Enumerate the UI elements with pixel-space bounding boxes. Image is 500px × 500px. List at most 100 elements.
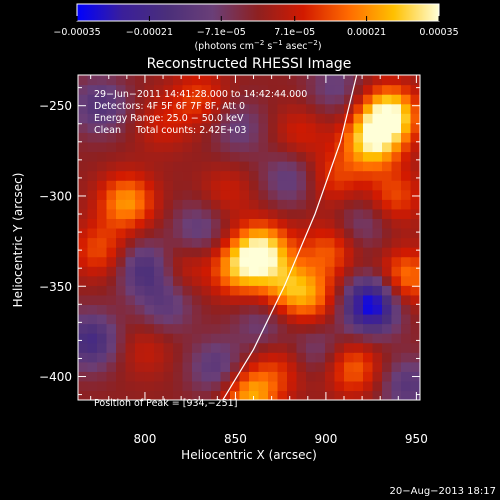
heatmap-cell [249,361,260,372]
heatmap-cell [201,380,212,392]
heatmap-cell [249,141,260,153]
heatmap-cell [401,313,412,325]
heatmap-cell [87,180,98,191]
heatmap-cell [106,151,117,162]
heatmap-cell [258,151,269,162]
heatmap-cell [201,361,212,372]
heatmap-cell [154,275,165,286]
heatmap-cell [344,275,355,286]
heatmap-cell [87,323,98,334]
heatmap-cell [382,132,393,143]
heatmap-cell [353,141,364,153]
heatmap-cell [163,266,174,277]
heatmap-cell [116,256,127,267]
heatmap-cell [220,342,231,353]
heatmap-cell [182,189,193,200]
heatmap-cell [135,227,146,239]
heatmap-cell [239,122,250,133]
heatmap-cell [230,313,241,325]
heatmap-cell [315,333,326,344]
heatmap-cell [296,94,307,105]
heatmap-cell [325,342,336,353]
heatmap-cell [363,380,374,392]
heatmap-cell [287,323,298,334]
heatmap-cell [334,208,345,219]
heatmap-cell [410,266,420,277]
heatmap-cell [192,237,203,248]
heatmap-cell [97,390,108,400]
heatmap-cell [306,161,317,172]
heatmap-cell [325,247,336,258]
heatmap-cell [315,285,326,296]
heatmap-cell [249,266,260,277]
heatmap-cell [173,132,184,143]
heatmap-cell [220,180,231,191]
heatmap-cell [382,333,393,344]
heatmap-cell [220,141,231,153]
heatmap-cell [391,227,402,239]
heatmap-cell [220,103,231,114]
heatmap-cell [154,247,165,258]
heatmap-cell [173,371,184,382]
heatmap-cell [97,75,108,86]
heatmap-cell [125,113,136,124]
x-tick-label: 850 [224,432,247,446]
heatmap-cell [125,371,136,382]
heatmap-cell [220,151,231,162]
heatmap-cell [220,266,231,277]
heatmap-cell [201,390,212,400]
heatmap-cell [97,218,108,229]
heatmap-cell [410,237,420,248]
heatmap-cell [363,266,374,277]
heatmap-cell [220,380,231,392]
heatmap-cell [410,94,420,105]
heatmap-cell [87,237,98,248]
heatmap-cell [315,304,326,315]
heatmap-cell [277,371,288,382]
heatmap-cell [135,199,146,210]
heatmap-cell [296,256,307,267]
heatmap-cell [315,94,326,105]
heatmap-cell [306,103,317,114]
heatmap-cell [116,208,127,219]
heatmap-cell [258,180,269,191]
heatmap-cell [363,333,374,344]
heatmap-cell [201,247,212,258]
heatmap-cell [344,380,355,392]
heatmap-cell [325,151,336,162]
heatmap-cell [315,103,326,114]
heatmap-cell [334,275,345,286]
heatmap-cell [401,247,412,258]
heatmap-cell [182,94,193,105]
heatmap-cell [135,333,146,344]
heatmap-cell [249,390,260,400]
heatmap-cell [125,304,136,315]
heatmap-cell [230,208,241,219]
heatmap-cell [125,342,136,353]
heatmap-cell [287,199,298,210]
heatmap-cell [125,323,136,334]
heatmap-cell [401,161,412,172]
heatmap-cell [334,122,345,133]
heatmap-cell [87,361,98,372]
heatmap-cell [363,141,374,153]
heatmap-cell [258,170,269,181]
heatmap-cell [87,161,98,172]
heatmap-cell [163,122,174,133]
heatmap-cell [306,113,317,124]
heatmap-cell [277,94,288,105]
heatmap-cell [325,227,336,239]
heatmap-cell [391,75,402,86]
heatmap-cell [334,390,345,400]
heatmap-cell [268,151,279,162]
heatmap-cell [334,247,345,258]
heatmap-cell [258,285,269,296]
heatmap-cell [325,237,336,248]
heatmap-cell [287,371,298,382]
heatmap-cell [239,84,250,95]
heatmap-cell [334,94,345,105]
heatmap-cell [277,208,288,219]
heatmap-cell [344,208,355,219]
heatmap-cell [116,180,127,191]
heatmap-cell [382,275,393,286]
